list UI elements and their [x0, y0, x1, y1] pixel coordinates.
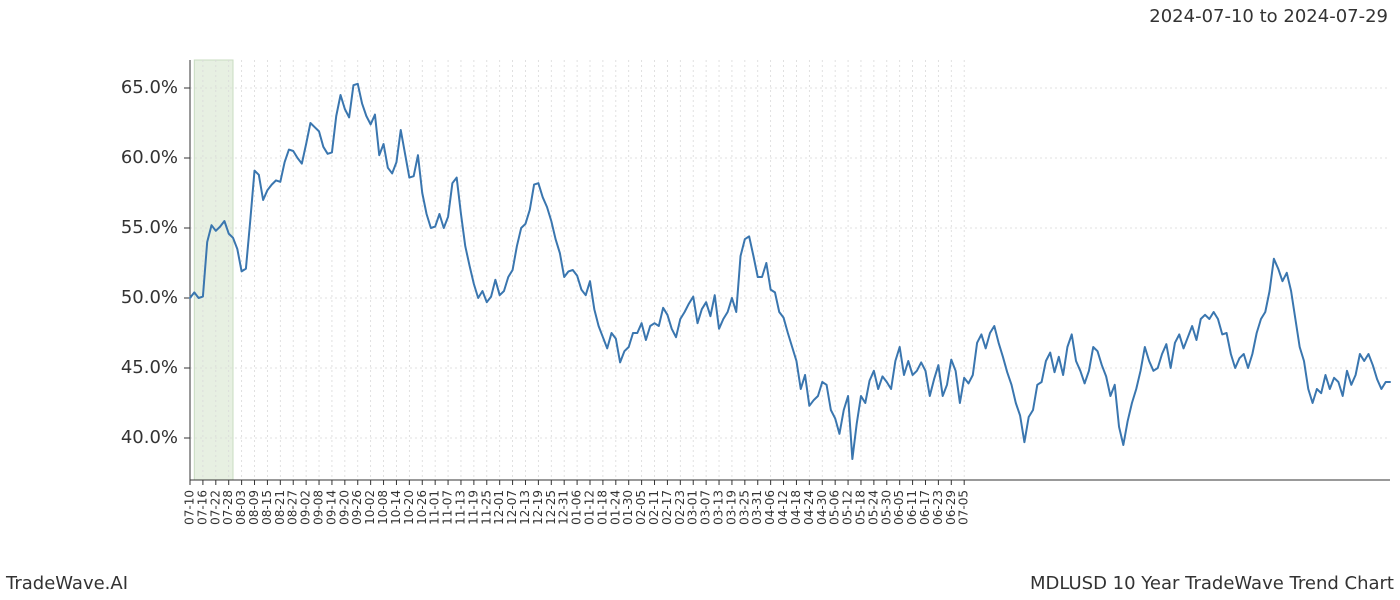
x-tick-label: 11-01 [428, 490, 442, 525]
x-tick-label: 01-30 [621, 490, 635, 525]
x-tick-label: 08-27 [286, 490, 300, 525]
x-tick-label: 04-06 [763, 490, 777, 525]
x-tick-label: 12-31 [557, 490, 571, 525]
x-tick-label: 07-22 [208, 490, 222, 525]
x-tick-label: 05-24 [866, 490, 880, 525]
x-tick-label: 02-17 [660, 490, 674, 525]
x-tick-label: 11-13 [453, 490, 467, 525]
x-tick-label: 04-24 [802, 490, 816, 525]
x-tick-label: 05-30 [879, 490, 893, 525]
x-tick-label: 08-15 [260, 490, 274, 525]
x-tick-label: 10-14 [389, 490, 403, 525]
y-tick-label: 55.0% [121, 217, 178, 238]
x-tick-label: 10-08 [376, 490, 390, 525]
x-tick-label: 06-05 [892, 490, 906, 525]
x-tick-label: 03-25 [737, 490, 751, 525]
x-tick-label: 12-13 [518, 490, 532, 525]
footer-brand: TradeWave.AI [6, 573, 128, 594]
x-tick-label: 07-05 [957, 490, 971, 525]
x-tick-label: 04-30 [815, 490, 829, 525]
x-tick-label: 12-01 [492, 490, 506, 525]
x-tick-label: 03-19 [724, 490, 738, 525]
footer-title: MDLUSD 10 Year TradeWave Trend Chart [1030, 573, 1394, 594]
x-tick-label: 09-26 [350, 490, 364, 525]
x-tick-label: 02-05 [634, 490, 648, 525]
x-tick-label: 07-10 [183, 490, 197, 525]
x-tick-label: 05-06 [828, 490, 842, 525]
x-tick-label: 01-12 [583, 490, 597, 525]
x-tick-label: 12-07 [505, 490, 519, 525]
x-tick-label: 12-25 [544, 490, 558, 525]
x-tick-label: 01-18 [595, 490, 609, 525]
y-tick-label: 50.0% [121, 287, 178, 308]
x-tick-label: 11-07 [441, 490, 455, 525]
x-tick-label: 12-19 [531, 490, 545, 525]
y-tick-label: 65.0% [121, 77, 178, 98]
x-tick-label: 07-16 [195, 490, 209, 525]
x-tick-label: 01-06 [570, 490, 584, 525]
x-tick-label: 02-11 [647, 490, 661, 525]
x-tick-label: 08-03 [234, 490, 248, 525]
x-tick-label: 11-25 [479, 490, 493, 525]
x-tick-label: 03-07 [699, 490, 713, 525]
x-tick-label: 06-29 [944, 490, 958, 525]
x-tick-label: 03-13 [712, 490, 726, 525]
x-tick-label: 10-26 [415, 490, 429, 525]
x-tick-label: 05-12 [841, 490, 855, 525]
x-tick-label: 06-17 [918, 490, 932, 525]
y-tick-label: 45.0% [121, 357, 178, 378]
x-tick-label: 09-20 [337, 490, 351, 525]
x-tick-label: 10-20 [402, 490, 416, 525]
x-tick-label: 03-01 [686, 490, 700, 525]
x-tick-label: 06-11 [905, 490, 919, 525]
x-tick-label: 09-02 [299, 490, 313, 525]
line-chart: 40.0% 45.0% 50.0% 55.0% 60.0% 65.0% 07-1007-16… [0, 0, 1400, 600]
x-tick-label: 04-12 [776, 490, 790, 525]
x-tick-label: 04-18 [789, 490, 803, 525]
y-tick-label: 40.0% [121, 427, 178, 448]
x-tick-label: 05-18 [853, 490, 867, 525]
x-tick-label: 11-19 [466, 490, 480, 525]
y-tick-label: 60.0% [121, 147, 178, 168]
x-tick-label: 09-14 [324, 490, 338, 525]
x-tick-label: 07-28 [221, 490, 235, 525]
x-tick-label: 08-09 [247, 490, 261, 525]
x-tick-label: 10-02 [363, 490, 377, 525]
x-tick-label: 02-23 [673, 490, 687, 525]
x-tick-label: 08-21 [273, 490, 287, 525]
x-tick-label: 03-31 [750, 490, 764, 525]
chart-container: 2024-07-10 to 2024-07-29 40.0% 45.0% 50.0%… [0, 0, 1400, 600]
highlight-band [194, 60, 233, 480]
date-range-label: 2024-07-10 to 2024-07-29 [1149, 6, 1388, 27]
x-tick-label: 09-08 [312, 490, 326, 525]
x-tick-label: 01-24 [608, 490, 622, 525]
x-tick-label: 06-23 [931, 490, 945, 525]
